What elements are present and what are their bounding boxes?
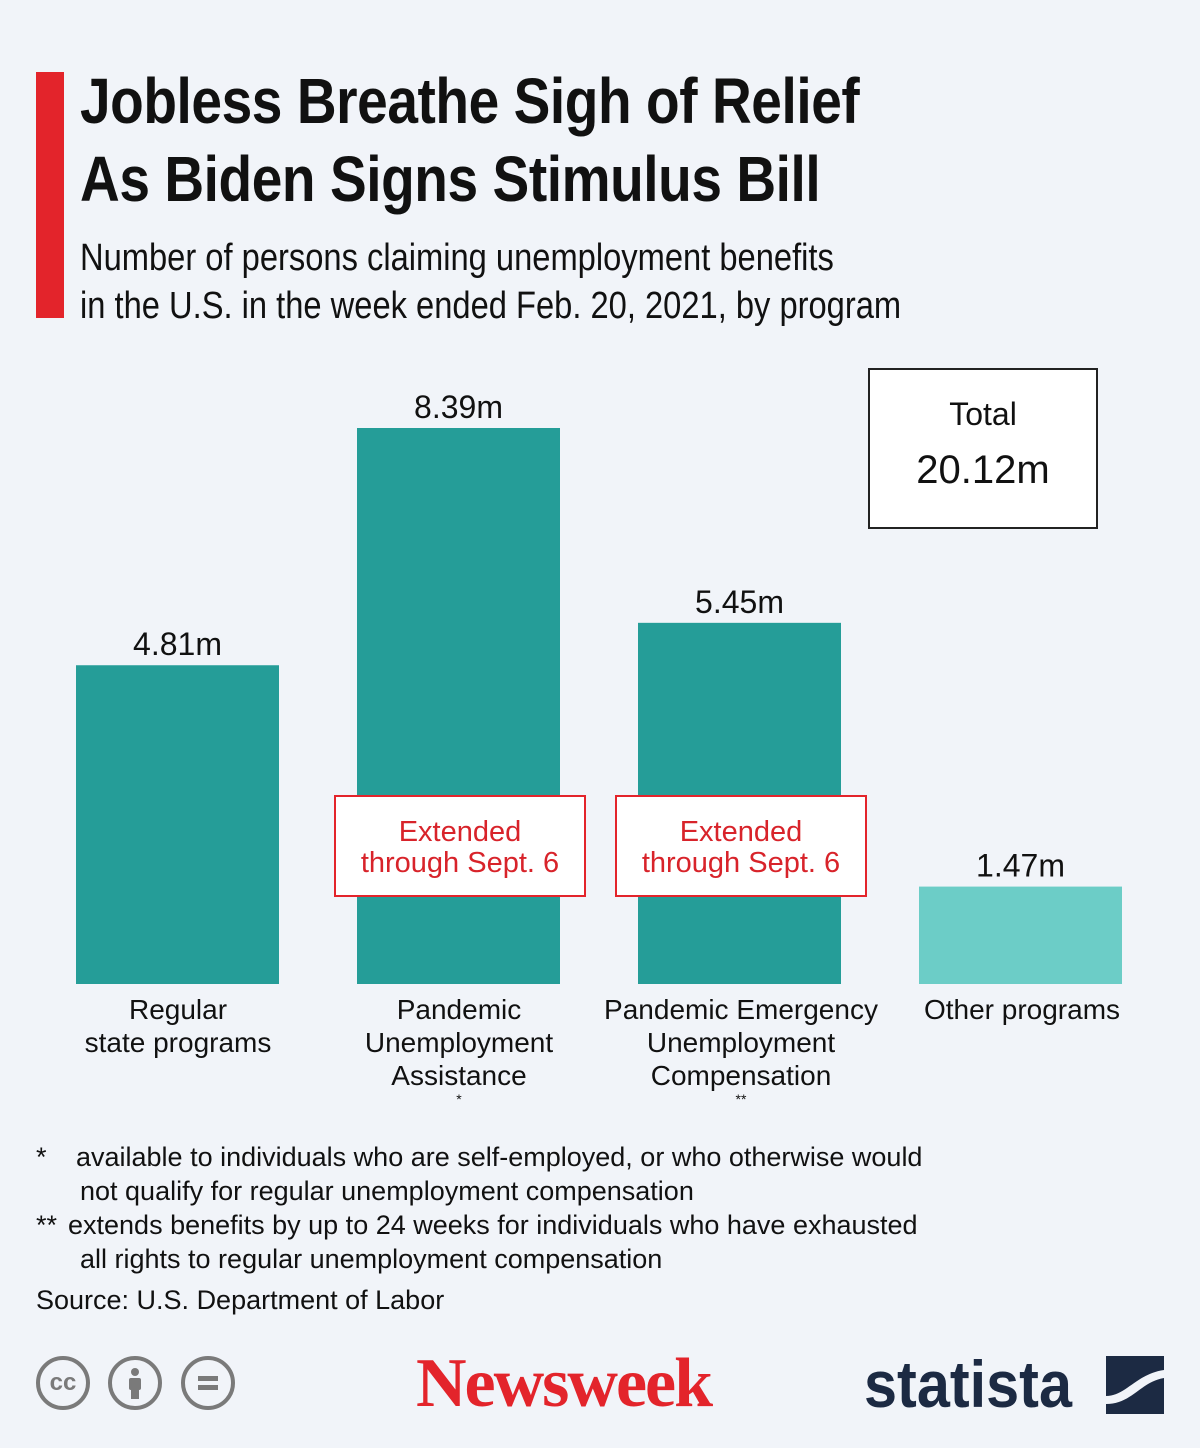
category-label-line: Other programs: [923, 994, 1121, 1025]
footnote-2-line-1: extends benefits by up to 24 weeks for i…: [68, 1210, 918, 1240]
footnote-1-mark: *: [36, 1142, 47, 1172]
extension-note-line-2: through Sept. 6: [360, 847, 560, 879]
extension-note-pua: Extended through Sept. 6: [334, 795, 586, 897]
footnote-2: ** extends benefits by up to 24 weeks fo…: [36, 1208, 1036, 1276]
category-label-line: Compensation **: [591, 1059, 891, 1125]
footnotes: * available to individuals who are self-…: [36, 1140, 1036, 1276]
extension-note-line-2: through Sept. 6: [641, 847, 841, 879]
total-value: 20.12m: [916, 448, 1050, 492]
category-label-regular-state-programs: Regular state programs: [28, 993, 328, 1059]
creative-commons-icon: cc: [36, 1356, 90, 1410]
bar-0: [76, 665, 279, 984]
footnote-marker: **: [735, 1091, 747, 1107]
extension-note-line-1: Extended: [398, 816, 522, 848]
footnote-1: * available to individuals who are self-…: [36, 1140, 1036, 1208]
bar-value-label-1: 8.39m: [414, 389, 503, 425]
category-label-text: Compensation: [650, 1060, 832, 1091]
footnote-2-line-2: all rights to regular unemployment compe…: [80, 1244, 663, 1274]
total-label: Total: [949, 396, 1017, 432]
category-label-pandemic-unemployment-assistance: Pandemic Unemployment Assistance *: [309, 993, 609, 1125]
category-label-line: Pandemic Emergency: [604, 994, 878, 1025]
title-line-1: Jobless Breathe Sigh of Relief: [80, 65, 860, 137]
footnote-1-line-2: not qualify for regular unemployment com…: [80, 1176, 694, 1206]
category-label-line: Unemployment: [364, 1027, 554, 1058]
footnote-marker: *: [456, 1091, 462, 1107]
source-note: Source: U.S. Department of Labor: [36, 1285, 445, 1315]
category-label-line: Assistance *: [309, 1059, 609, 1125]
chart-title: Jobless Breathe Sigh of Relief As Biden …: [80, 62, 1009, 218]
total-box: Total 20.12m: [868, 368, 1098, 529]
bar-value-label-0: 4.81m: [133, 626, 222, 662]
category-label-line: state programs: [84, 1027, 272, 1058]
category-label-pandemic-emergency-unemployment-compensation: Pandemic Emergency Unemployment Compensa…: [591, 993, 891, 1125]
title-accent-bar: [36, 72, 64, 318]
category-label-other-programs: Other programs: [872, 993, 1172, 1026]
title-line-2: As Biden Signs Stimulus Bill: [80, 143, 821, 215]
newsweek-logo: Newsweek: [416, 1345, 713, 1422]
statista-wordmark: statista: [864, 1347, 1072, 1421]
attribution-icon: [108, 1356, 162, 1410]
bar-3: [919, 886, 1122, 984]
subtitle-line-1: Number of persons claiming unemployment …: [80, 237, 834, 279]
no-derivatives-icon: [181, 1356, 235, 1410]
chart-subtitle: Number of persons claiming unemployment …: [80, 234, 974, 330]
category-label-line: Regular: [128, 994, 228, 1025]
footnote-2-mark: **: [36, 1210, 58, 1240]
bar-value-label-3: 1.47m: [976, 848, 1065, 884]
statista-logo-icon: [1106, 1356, 1164, 1414]
extension-note-line-1: Extended: [679, 816, 803, 848]
category-label-line: Unemployment: [646, 1027, 836, 1058]
extension-note-peuc: Extended through Sept. 6: [615, 795, 867, 897]
category-label-text: Assistance: [391, 1060, 527, 1091]
category-label-line: Pandemic: [396, 994, 522, 1025]
subtitle-line-2: in the U.S. in the week ended Feb. 20, 2…: [80, 285, 902, 327]
footnote-1-line-1: available to individuals who are self-em…: [76, 1142, 923, 1172]
bar-value-label-2: 5.45m: [695, 584, 784, 620]
bar-1: [357, 428, 560, 984]
